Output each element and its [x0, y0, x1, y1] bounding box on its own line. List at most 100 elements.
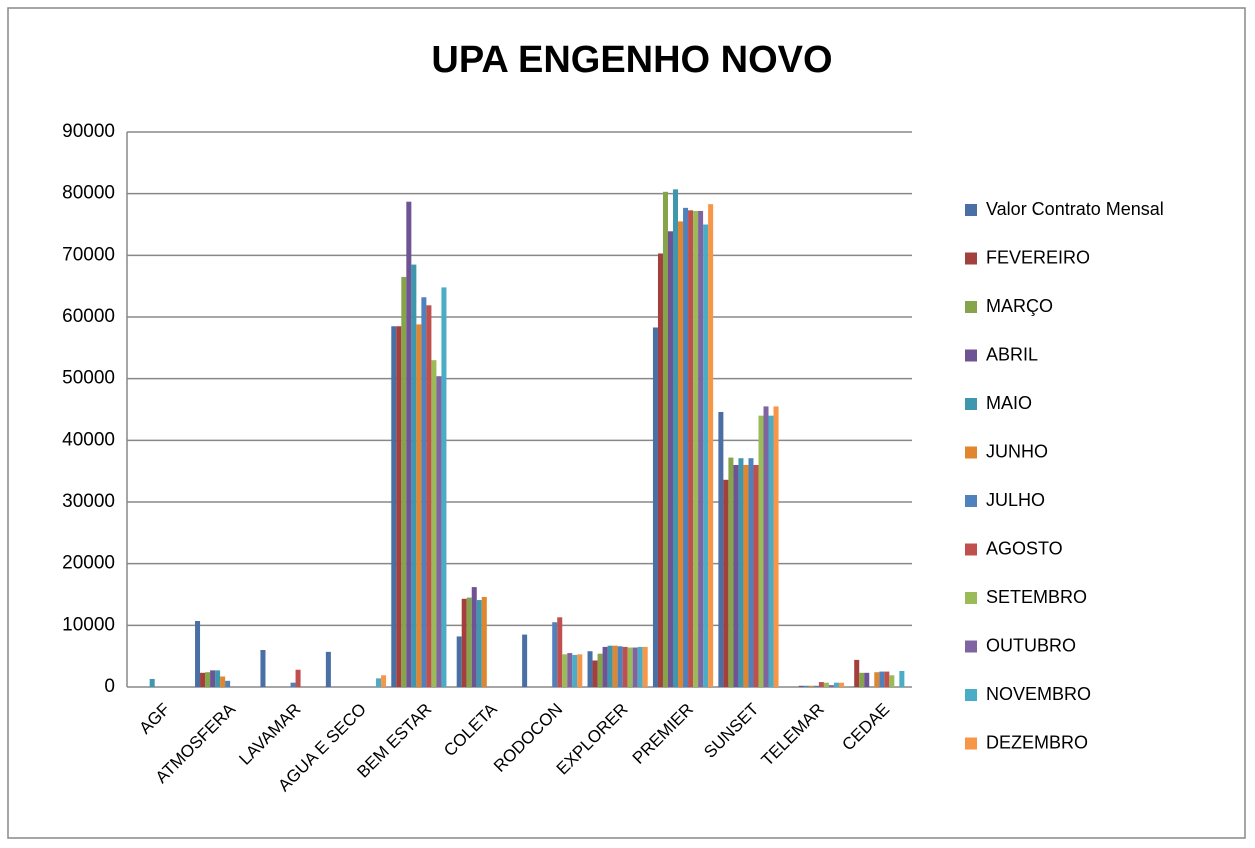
bar — [673, 189, 679, 687]
bar — [406, 201, 412, 687]
bar — [813, 685, 819, 687]
bar — [597, 653, 603, 687]
legend-swatch — [965, 446, 977, 459]
bar — [698, 210, 704, 687]
legend-swatch — [965, 640, 977, 653]
legend-swatch — [965, 204, 977, 216]
y-tick-label: 10000 — [62, 614, 115, 635]
bar — [602, 646, 608, 687]
bar — [149, 678, 155, 687]
bar — [642, 646, 648, 687]
bar — [200, 672, 206, 687]
bar — [391, 326, 397, 687]
bar — [758, 415, 764, 687]
bar — [396, 326, 402, 687]
bar — [733, 465, 739, 687]
bar — [421, 297, 427, 687]
bar — [572, 654, 578, 687]
y-tick-label: 30000 — [62, 491, 115, 512]
bar — [874, 672, 880, 687]
legend-label: OUTUBRO — [986, 635, 1076, 655]
legend-swatch — [965, 301, 977, 313]
bar — [632, 647, 638, 687]
bar — [854, 659, 860, 687]
bar — [557, 617, 563, 687]
bar — [215, 670, 221, 687]
bar — [823, 682, 829, 687]
bar — [763, 406, 769, 687]
legend-label: ABRIL — [986, 344, 1038, 364]
bar — [803, 685, 809, 687]
bar — [612, 645, 618, 687]
legend-swatch — [965, 252, 977, 265]
bar — [723, 479, 729, 687]
bar — [260, 650, 266, 687]
bar — [471, 587, 477, 687]
bar — [662, 191, 668, 688]
bar — [436, 376, 442, 687]
y-tick-label: 80000 — [62, 183, 115, 204]
bar — [607, 645, 613, 687]
y-tick-label: 50000 — [62, 368, 115, 389]
bar — [708, 204, 714, 687]
bar — [325, 651, 331, 687]
bar — [667, 231, 674, 688]
bar — [381, 675, 387, 687]
legend-label: FEVEREIRO — [986, 247, 1090, 267]
bar — [426, 305, 432, 687]
bar — [748, 458, 754, 687]
chart-title: UPA ENGENHO NOVO — [431, 39, 832, 81]
bar — [703, 224, 709, 687]
legend-label: DEZEMBRO — [986, 732, 1088, 752]
bar — [728, 457, 734, 687]
bar — [753, 465, 759, 687]
bar — [828, 685, 834, 687]
bar — [838, 682, 844, 687]
legend-swatch — [965, 398, 977, 410]
bar — [295, 669, 301, 687]
bar — [431, 360, 437, 687]
y-tick-label: 60000 — [62, 306, 115, 327]
bar — [290, 682, 296, 687]
legend-label: SETEMBRO — [986, 587, 1087, 607]
bar — [567, 653, 573, 687]
bar — [205, 672, 211, 687]
legend-label: AGOSTO — [986, 538, 1063, 558]
bar — [808, 685, 814, 687]
bar — [693, 210, 699, 687]
legend-label: JUNHO — [986, 441, 1048, 461]
legend-label: NOVEMBRO — [986, 684, 1091, 704]
bar — [441, 287, 447, 687]
bar — [562, 654, 568, 687]
bar — [718, 411, 724, 687]
bar — [743, 465, 749, 687]
bar — [210, 670, 216, 687]
bar — [376, 678, 382, 687]
bar — [773, 406, 779, 687]
legend-label: Valor Contrato Mensal — [986, 199, 1164, 219]
y-tick-label: 0 — [104, 676, 115, 697]
y-tick-label: 20000 — [62, 553, 115, 574]
bar — [652, 327, 658, 687]
bar — [456, 636, 462, 687]
bar — [522, 634, 528, 687]
legend-swatch — [965, 689, 977, 701]
bar — [798, 685, 804, 687]
bar — [481, 596, 487, 687]
bar — [889, 675, 895, 687]
legend-label: JULHO — [986, 490, 1045, 510]
y-tick-label: 40000 — [62, 429, 115, 450]
legend-swatch — [965, 543, 977, 556]
bar — [220, 676, 226, 687]
bar — [552, 622, 558, 687]
bar — [401, 276, 407, 687]
legend-label: MARÇO — [986, 296, 1053, 316]
y-tick-label: 90000 — [62, 121, 115, 142]
bar — [577, 654, 583, 687]
bar — [657, 253, 663, 687]
bar — [678, 221, 684, 687]
bar — [592, 660, 598, 687]
legend-swatch — [965, 349, 977, 362]
bar — [683, 207, 689, 687]
